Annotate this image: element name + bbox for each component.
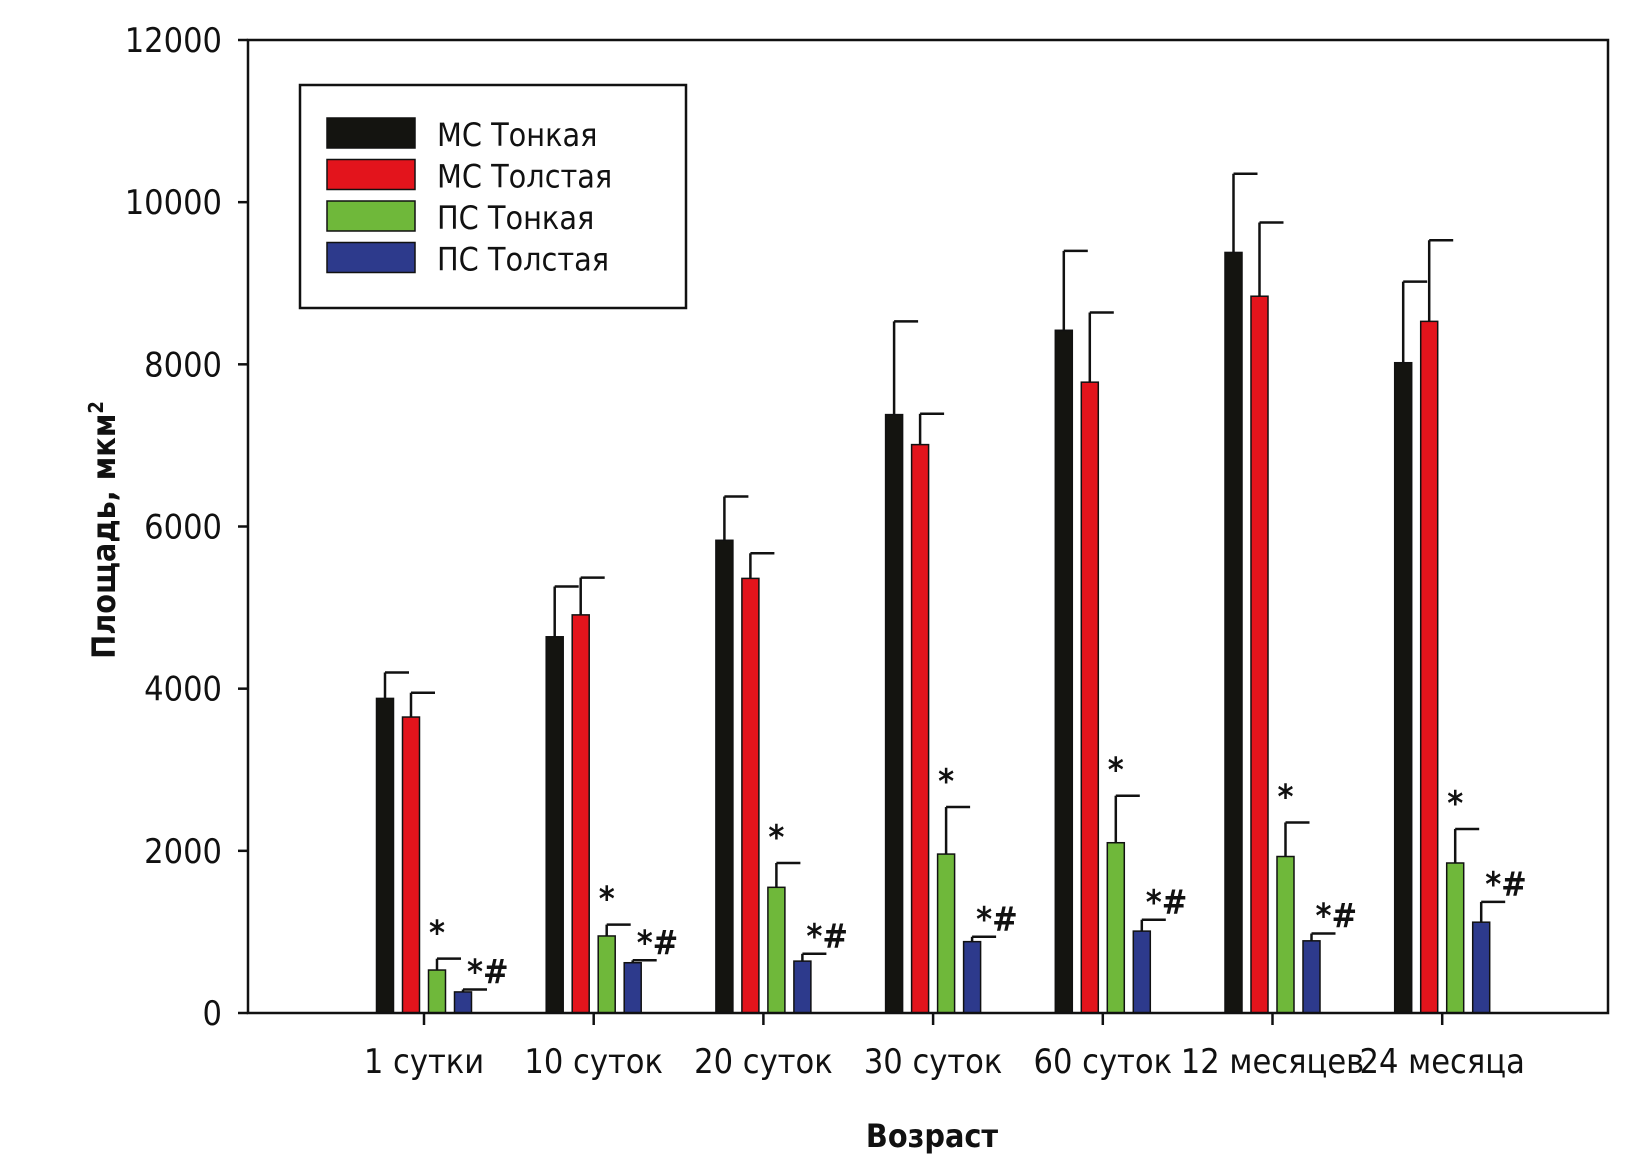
y-axis-title-main: Площадь, мкм bbox=[85, 414, 123, 659]
significance-label: * bbox=[1447, 784, 1463, 824]
bar bbox=[910, 443, 930, 1014]
bar bbox=[1302, 940, 1321, 1014]
bar bbox=[884, 413, 904, 1014]
y-tick-label: 2000 bbox=[144, 832, 222, 872]
y-tick-label: 0 bbox=[203, 994, 222, 1034]
legend-label: МС Толстая bbox=[437, 158, 612, 196]
bar bbox=[962, 940, 982, 1014]
y-tick-label: 6000 bbox=[144, 508, 222, 548]
legend-label: МС Тонкая bbox=[437, 116, 597, 154]
bar bbox=[401, 716, 421, 1014]
bar bbox=[1080, 381, 1100, 1014]
x-tick-label: 60 суток bbox=[1034, 1042, 1173, 1082]
y-tick-label: 4000 bbox=[144, 670, 222, 710]
bar bbox=[1132, 930, 1152, 1014]
bar bbox=[1054, 329, 1074, 1014]
y-tick-label: 10000 bbox=[125, 183, 222, 223]
x-tick-label: 20 суток bbox=[694, 1042, 833, 1082]
significance-label: *# bbox=[976, 900, 1018, 940]
bar bbox=[571, 614, 590, 1014]
legend-swatch bbox=[326, 117, 416, 149]
bar bbox=[623, 961, 642, 1014]
significance-label: *# bbox=[806, 917, 848, 957]
significance-label: * bbox=[599, 880, 615, 920]
bar bbox=[545, 636, 564, 1014]
significance-label: *# bbox=[1316, 897, 1358, 937]
significance-label: *# bbox=[467, 952, 509, 992]
legend-label: ПС Толстая bbox=[437, 241, 609, 279]
bar bbox=[741, 577, 760, 1014]
x-tick-label: 24 месяца bbox=[1360, 1042, 1525, 1082]
y-axis-title-superscript: 2 bbox=[84, 401, 108, 414]
bar bbox=[1276, 855, 1295, 1014]
legend-swatch bbox=[326, 158, 416, 191]
bar bbox=[767, 886, 786, 1014]
significance-label: * bbox=[938, 762, 954, 802]
bar bbox=[427, 969, 447, 1014]
legend-label: ПС Тонкая bbox=[437, 199, 594, 237]
bar bbox=[1471, 921, 1491, 1014]
axes-layer: 0 2000 4000 6000 8000 10000 12000 1 сутки 10 сут… bbox=[125, 21, 1610, 1082]
x-tick-label: 10 суток bbox=[524, 1042, 663, 1082]
x-axis-title: Возраст bbox=[866, 1117, 999, 1155]
bar bbox=[375, 697, 395, 1014]
x-tick-label: 1 сутки bbox=[364, 1042, 484, 1082]
bar bbox=[453, 991, 473, 1014]
legend-swatch bbox=[326, 241, 416, 274]
x-tick-label: 30 суток bbox=[864, 1042, 1003, 1082]
significance-label: * bbox=[1278, 777, 1294, 817]
y-tick-label: 12000 bbox=[125, 21, 222, 61]
y-axis-title: Площадь, мкм2 bbox=[84, 401, 123, 659]
bar bbox=[1224, 251, 1243, 1014]
legend-swatch bbox=[326, 200, 416, 232]
bar bbox=[1445, 862, 1465, 1014]
bar bbox=[715, 539, 734, 1014]
significance-label: *# bbox=[1146, 883, 1188, 923]
significance-label: *# bbox=[1485, 865, 1527, 905]
bar bbox=[793, 960, 812, 1014]
bar bbox=[1393, 361, 1413, 1014]
significance-label: * bbox=[1108, 751, 1124, 791]
significance-label: * bbox=[768, 818, 784, 858]
bar bbox=[1419, 320, 1439, 1014]
y-tick-label: 8000 bbox=[144, 345, 222, 385]
bars-layer: * *# * *# * *# * *# * *# * *# * *# bbox=[375, 172, 1527, 1014]
bar bbox=[936, 853, 956, 1014]
bar bbox=[1250, 295, 1269, 1014]
significance-label: *# bbox=[637, 923, 679, 963]
significance-label: * bbox=[429, 914, 445, 954]
bar bbox=[1106, 841, 1126, 1014]
bar bbox=[597, 935, 616, 1014]
x-tick-label: 12 месяцев bbox=[1181, 1042, 1364, 1082]
